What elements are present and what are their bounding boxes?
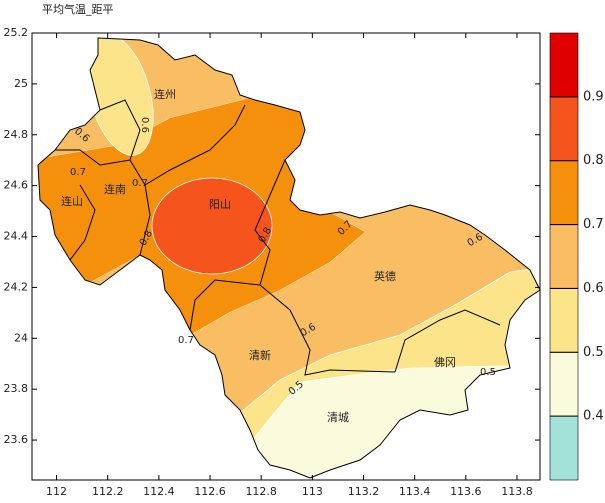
colorbar-segment: [549, 224, 579, 289]
place-label: 英德: [374, 269, 396, 283]
colorbar-label: 0.6: [583, 281, 604, 296]
y-tick-label: 25.2: [4, 26, 29, 39]
x-tick-label: 112.4: [143, 485, 175, 498]
contour-label: 0.7: [178, 335, 194, 346]
title: 平均气温_距平: [42, 2, 114, 16]
x-tick-label: 113.6: [450, 485, 482, 498]
y-tick-label: 24.8: [4, 128, 29, 141]
colorbar-segment: [549, 160, 579, 225]
contour-label: 0.5: [480, 367, 496, 378]
place-label: 连山: [61, 195, 83, 208]
colorbar-segment: [549, 32, 579, 98]
colorbar-segment: [549, 288, 579, 353]
x-tick-label: 113.2: [348, 485, 380, 498]
colorbar-label: 0.9: [583, 89, 604, 104]
y-tick-label: 24.2: [4, 280, 29, 293]
colorbar-label: 0.5: [583, 345, 604, 360]
colorbar-segment: [549, 351, 579, 417]
contour-label: 0.7: [70, 167, 86, 178]
y-tick-label: 25: [14, 77, 28, 90]
contour-label: 0.7: [132, 178, 148, 189]
place-label: 清新: [249, 348, 271, 362]
y-tick-label: 24.6: [4, 179, 29, 192]
place-label: 佛冈: [434, 356, 456, 369]
place-label: 阳山: [209, 198, 231, 211]
colorbar: 0.4 0.5 0.6 0.7 0.8 0.9: [549, 32, 604, 481]
colorbar-label: 0.8: [583, 153, 604, 168]
colorbar-segment: [549, 415, 579, 481]
contour-label: 0.6: [139, 117, 150, 133]
x-tick-label: 113: [302, 485, 323, 498]
county-borders: [55, 99, 501, 376]
fill-08: [151, 177, 273, 275]
colorbar-label: 0.4: [583, 409, 604, 424]
place-label: 连州: [154, 88, 176, 101]
x-tick-label: 113.4: [399, 485, 431, 498]
x-tick-label: 113.8: [501, 485, 533, 498]
place-label: 清城: [327, 411, 349, 424]
colorbar-segment: [549, 96, 579, 162]
y-tick-label: 24.4: [4, 230, 29, 243]
x-tick-label: 112: [46, 485, 67, 498]
y-tick-label: 24: [14, 331, 28, 344]
x-tick-label: 112.8: [245, 485, 277, 498]
y-tick-label: 23.8: [4, 382, 29, 395]
colorbar-label: 0.7: [583, 217, 604, 232]
y-tick-label: 23.6: [4, 433, 29, 446]
x-tick-label: 112.2: [92, 485, 124, 498]
place-label: 连南: [104, 183, 126, 196]
x-tick-label: 112.6: [194, 485, 226, 498]
